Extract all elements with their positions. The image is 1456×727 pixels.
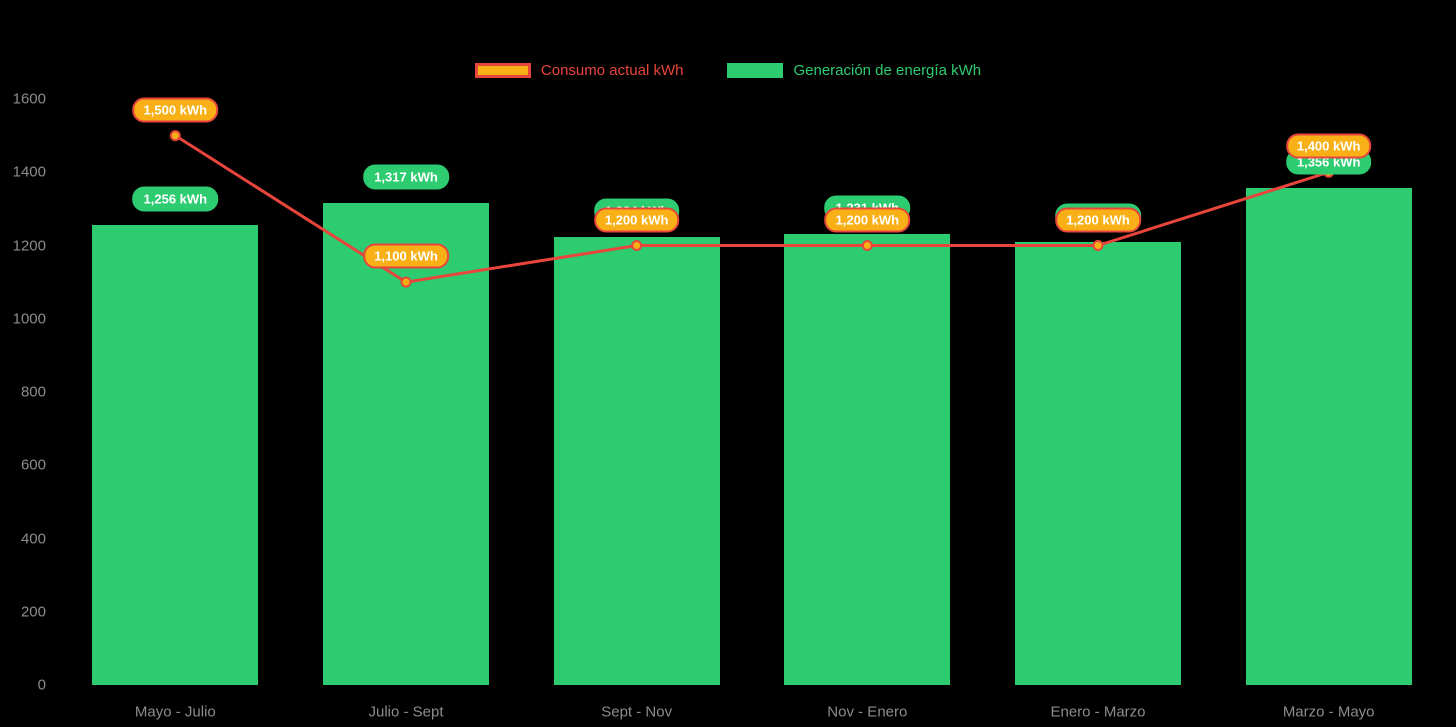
consumption-point[interactable] [400,276,412,288]
y-axis-tick-label: 400 [20,530,46,547]
legend-label-generacion-energia: Generación de energía kWh [793,62,982,79]
x-axis-category-label: Enero - Marzo [1050,703,1146,721]
x-axis-category-label: Nov - Enero [827,703,908,721]
consumption-value-label: 1,100 kWh [363,243,449,269]
generation-bar[interactable] [1245,188,1412,685]
x-axis-category-label: Julio - Sept [368,703,444,721]
consumption-value-label: 1,200 kWh [593,207,680,232]
chart-legend: Consumo actual kWh Generación de energía… [0,62,1456,79]
legend-item-consumo-actual[interactable]: Consumo actual kWh [474,62,684,79]
x-axis-category-label: Marzo - Mayo [1282,703,1375,721]
consumption-point[interactable] [169,130,181,142]
generation-bar[interactable] [92,224,259,685]
legend-label-consumo-actual: Consumo actual kWh [540,62,684,79]
generation-bar[interactable] [784,234,951,685]
generation-bar[interactable] [1015,241,1181,685]
y-axis-tick-label: 1600 [12,90,46,108]
generation-bar[interactable] [553,236,720,685]
x-axis-category-label: Sept - Nov [601,703,673,721]
y-axis-tick-label: 200 [20,603,46,621]
generation-value-label: 1,256 kWh [132,186,219,212]
y-axis-tick-label: 1200 [12,237,46,254]
y-axis-tick-label: 1000 [12,310,46,328]
legend-item-generacion-energia[interactable]: Generación de energía kWh [727,62,981,79]
y-axis-tick-label: 0 [37,676,46,694]
y-axis-tick-label: 1400 [12,163,46,181]
consumption-value-label: 1,400 kWh [1285,133,1372,159]
consumption-value-label: 1,500 kWh [132,97,219,123]
generation-value-label: 1,317 kWh [363,164,449,190]
consumption-point[interactable] [631,240,643,251]
consumption-point[interactable] [861,240,873,251]
consumo-actual-swatch-icon [474,63,531,78]
y-axis-tick-label: 800 [20,383,46,401]
consumption-value-label: 1,200 kWh [1055,207,1141,232]
consumption-value-label: 1,200 kWh [824,207,911,232]
y-axis-tick-label: 600 [20,456,46,474]
x-axis-category-label: Mayo - Julio [134,703,216,721]
generacion-energia-swatch-icon [727,63,784,78]
generation-bar[interactable] [323,202,489,685]
consumption-point[interactable] [1092,240,1104,251]
